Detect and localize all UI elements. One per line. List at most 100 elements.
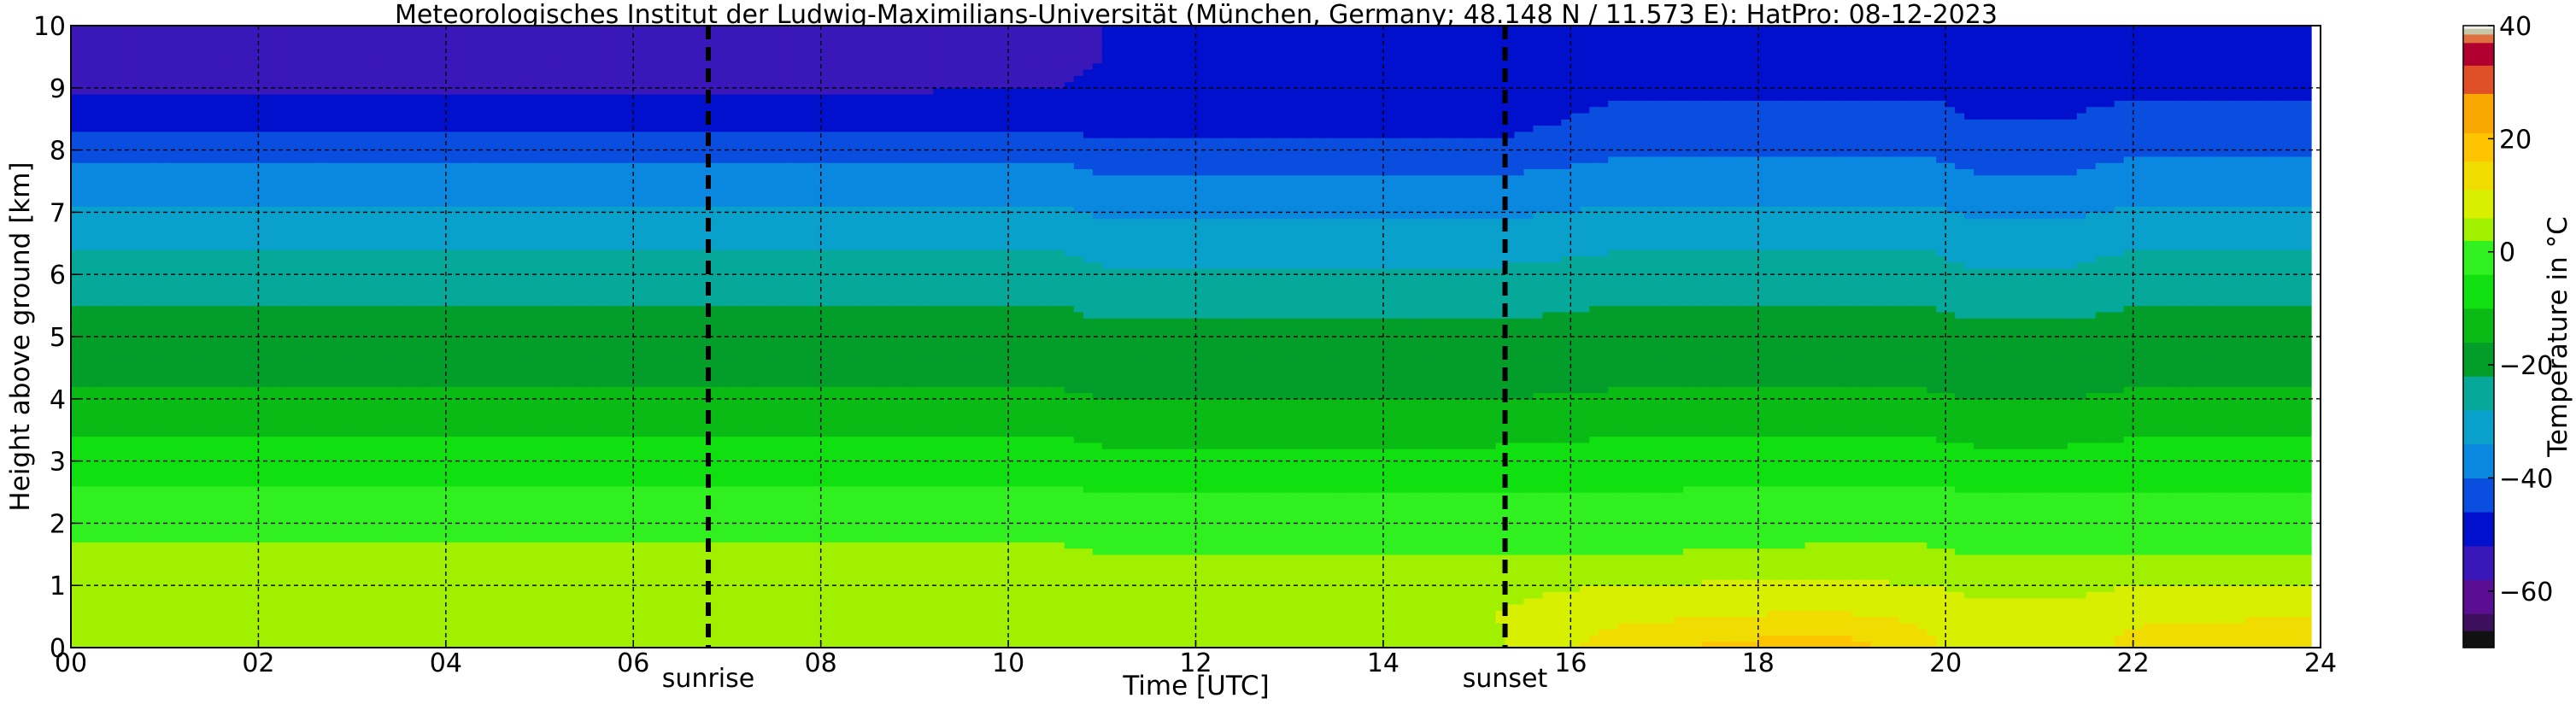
heatmap-cell [530, 87, 541, 95]
heatmap-cell [173, 44, 185, 51]
heatmap-cell [455, 119, 466, 126]
heatmap-cell [220, 193, 232, 201]
heatmap-cell [333, 44, 343, 51]
heatmap-cell [230, 485, 241, 493]
heatmap-cell [436, 280, 447, 288]
heatmap-cell [239, 155, 250, 163]
heatmap-cell [352, 293, 362, 300]
heatmap-cell [361, 119, 372, 126]
heatmap-cell [230, 212, 241, 220]
heatmap-cell [333, 50, 343, 57]
heatmap-cell [380, 442, 390, 449]
heatmap-cell [352, 572, 362, 580]
heatmap-cell [333, 572, 343, 580]
heatmap-cell [230, 355, 241, 362]
heatmap-cell [108, 442, 119, 449]
heatmap-cell [352, 231, 362, 238]
heatmap-cell [192, 529, 203, 537]
heatmap-cell [333, 629, 343, 637]
heatmap-cell [408, 591, 419, 599]
heatmap-cell [277, 100, 287, 108]
heatmap-cell [220, 455, 232, 462]
heatmap-cell [502, 106, 513, 114]
heatmap-cell [230, 641, 241, 648]
heatmap-cell [230, 548, 241, 555]
heatmap-cell [473, 174, 484, 182]
heatmap-cell [173, 131, 185, 138]
heatmap-cell [277, 529, 287, 537]
heatmap-cell [249, 479, 260, 487]
heatmap-cell [192, 423, 203, 431]
heatmap-cell [398, 436, 409, 443]
heatmap-cell [296, 417, 306, 425]
heatmap-cell [333, 112, 343, 120]
heatmap-cell [126, 318, 138, 326]
heatmap-cell [117, 597, 128, 605]
heatmap-cell [520, 523, 531, 531]
heatmap-cell [71, 299, 81, 307]
heatmap-cell [436, 174, 447, 182]
heatmap-cell [324, 32, 334, 39]
heatmap-cell [220, 466, 232, 474]
heatmap-cell [126, 174, 138, 182]
heatmap-cell [202, 436, 213, 443]
heatmap-cell [145, 305, 156, 313]
heatmap-cell [89, 75, 100, 83]
heatmap-cell [239, 50, 250, 57]
heatmap-cell [220, 554, 232, 561]
heatmap-cell [502, 144, 513, 151]
heatmap-cell [483, 523, 494, 531]
heatmap-cell [277, 392, 287, 400]
heatmap-cell [230, 597, 241, 605]
heatmap-cell [117, 461, 128, 468]
heatmap-cell [343, 150, 353, 157]
heatmap-cell [398, 423, 409, 431]
heatmap-cell [258, 150, 268, 157]
heatmap-cell [530, 318, 541, 326]
heatmap-cell [89, 311, 100, 319]
heatmap-cell [202, 106, 213, 114]
heatmap-cell [455, 622, 466, 630]
heatmap-cell [173, 610, 185, 618]
heatmap-cell [145, 75, 156, 83]
heatmap-cell [220, 125, 232, 132]
heatmap-cell [155, 572, 166, 580]
heatmap-cell [445, 187, 456, 195]
heatmap-cell [380, 174, 390, 182]
heatmap-cell [108, 68, 119, 76]
heatmap-cell [79, 411, 91, 419]
heatmap-cell [258, 237, 268, 244]
heatmap-cell [296, 56, 306, 64]
heatmap-cell [398, 125, 409, 132]
heatmap-cell [286, 411, 296, 419]
heatmap-cell [230, 572, 241, 580]
heatmap-cell [426, 578, 437, 586]
heatmap-cell [492, 622, 503, 630]
heatmap-cell [136, 597, 147, 605]
heatmap-cell [277, 106, 287, 114]
heatmap-cell [455, 261, 466, 269]
heatmap-cell [211, 616, 222, 624]
heatmap-cell [426, 155, 437, 163]
heatmap-cell [136, 237, 147, 244]
heatmap-cell [71, 150, 81, 157]
heatmap-cell [371, 492, 381, 499]
heatmap-cell [89, 150, 100, 157]
heatmap-cell [455, 635, 466, 642]
heatmap-cell [71, 436, 81, 443]
heatmap-cell [230, 337, 241, 343]
heatmap-cell [371, 430, 381, 437]
heatmap-cell [530, 479, 541, 487]
heatmap-cell [98, 318, 109, 326]
heatmap-cell [436, 504, 447, 512]
heatmap-cell [145, 529, 156, 537]
heatmap-cell [473, 430, 484, 437]
heatmap-cell [220, 68, 232, 76]
heatmap-cell [164, 286, 175, 294]
heatmap-cell [333, 138, 343, 144]
heatmap-cell [530, 337, 541, 343]
heatmap-cell [473, 535, 484, 543]
heatmap-cell [361, 442, 372, 449]
heatmap-cell [136, 535, 147, 543]
heatmap-cell [202, 249, 213, 256]
